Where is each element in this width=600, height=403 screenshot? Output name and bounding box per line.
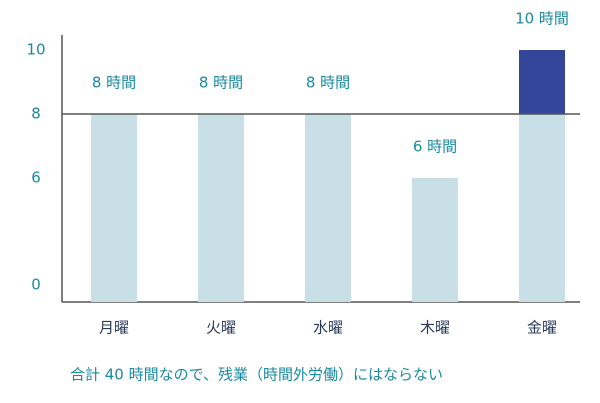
value-label: 6 時間: [413, 138, 457, 156]
y-tick-label: 10: [26, 41, 45, 59]
bar: [198, 114, 244, 302]
bar-overtime: [519, 50, 565, 114]
y-tick-label: 0: [31, 276, 41, 294]
caption: 合計 40 時間なので、残業（時間外労働）にはならない: [70, 366, 443, 384]
bar: [519, 114, 565, 302]
x-tick-label: 水曜: [313, 319, 343, 337]
bar: [91, 114, 137, 302]
value-label: 8 時間: [199, 74, 243, 92]
x-tick-label: 金曜: [527, 319, 557, 337]
x-tick-label: 木曜: [420, 319, 450, 337]
y-tick-label: 8: [31, 105, 41, 123]
bar: [412, 178, 458, 302]
value-label: 10 時間: [515, 10, 569, 28]
bar: [305, 114, 351, 302]
y-tick-label: 6: [31, 169, 41, 187]
value-label: 8 時間: [92, 74, 136, 92]
x-tick-label: 火曜: [206, 319, 236, 337]
value-label: 8 時間: [306, 74, 350, 92]
x-tick-label: 月曜: [99, 319, 129, 337]
